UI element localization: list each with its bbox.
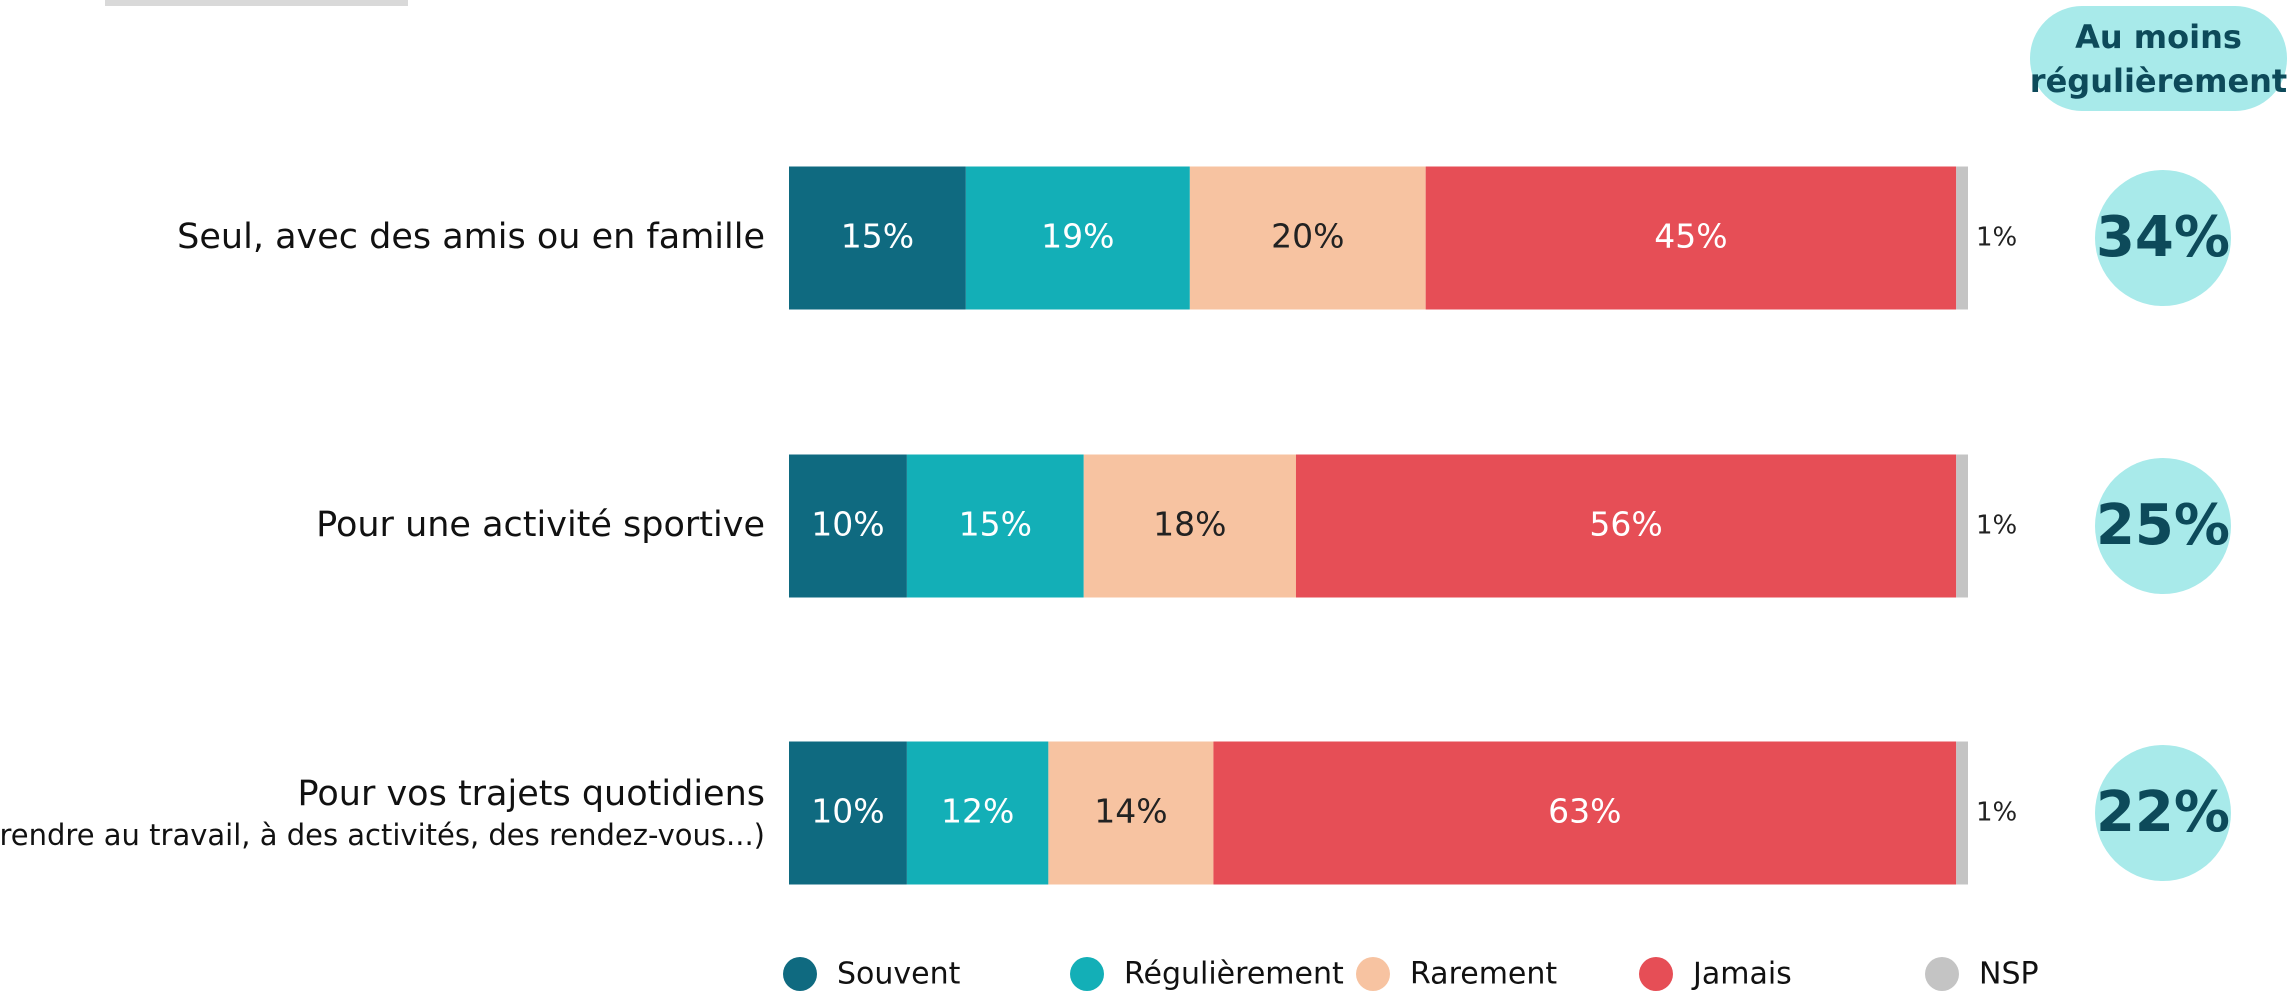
summary-label: 34% (2096, 205, 2230, 270)
legend-swatch (1925, 957, 1959, 991)
legend-label: NSP (1979, 957, 2039, 992)
summary-circle (2095, 458, 2231, 594)
value-label: 18% (1153, 505, 1226, 544)
bar-segment (1425, 166, 1957, 310)
legend-label: Rarement (1410, 957, 1557, 992)
category-label: Pour vos trajets quotidiens (297, 774, 765, 814)
summary-circle (2095, 745, 2231, 881)
value-label: 63% (1548, 792, 1621, 831)
value-label: 10% (811, 505, 884, 544)
category-note: (vous rendre au travail, à des activités… (0, 818, 765, 852)
legend-label: Régulièrement (1124, 957, 1344, 992)
bar-segment (1956, 454, 1968, 598)
bar-segment (906, 454, 1084, 598)
bar-segment (1213, 741, 1957, 885)
value-label: 10% (811, 792, 884, 831)
bar-segment (1048, 741, 1214, 885)
value-label: 15% (959, 505, 1032, 544)
legend-swatch (783, 957, 817, 991)
bar-segment (1956, 166, 1968, 310)
summary-label: 22% (2096, 780, 2230, 845)
bar-segment (789, 741, 907, 885)
value-label: 1% (1976, 798, 2017, 828)
legend-swatch (1639, 957, 1673, 991)
summary-title: Au moins régulièrement (2030, 6, 2287, 111)
bar-segment (789, 454, 907, 598)
summary-circle (2095, 170, 2231, 306)
value-label: 45% (1654, 217, 1727, 256)
bar-segment (1083, 454, 1296, 598)
value-label: 15% (841, 217, 914, 256)
bar-segment (965, 166, 1190, 310)
bar-segment (1956, 741, 1968, 885)
legend-label: Souvent (837, 957, 961, 992)
summary-label: 25% (2096, 493, 2230, 558)
legend-label: Jamais (1691, 957, 1792, 992)
value-label: 19% (1041, 217, 1114, 256)
category-label: Pour une activité sportive (316, 505, 765, 545)
value-label: 20% (1271, 217, 1344, 256)
value-label: 14% (1094, 792, 1167, 831)
value-label: 1% (1976, 223, 2017, 253)
bar-segment (789, 166, 966, 310)
value-label: 1% (1976, 511, 2017, 541)
legend-swatch (1356, 957, 1390, 991)
decor-bar (105, 0, 408, 6)
bar-segment (1295, 454, 1957, 598)
value-label: 12% (941, 792, 1014, 831)
legend-swatch (1070, 957, 1104, 991)
bar-segment (1189, 166, 1426, 310)
bar-segment (906, 741, 1049, 885)
value-label: 56% (1589, 505, 1662, 544)
category-label: Seul, avec des amis ou en famille (177, 217, 765, 257)
